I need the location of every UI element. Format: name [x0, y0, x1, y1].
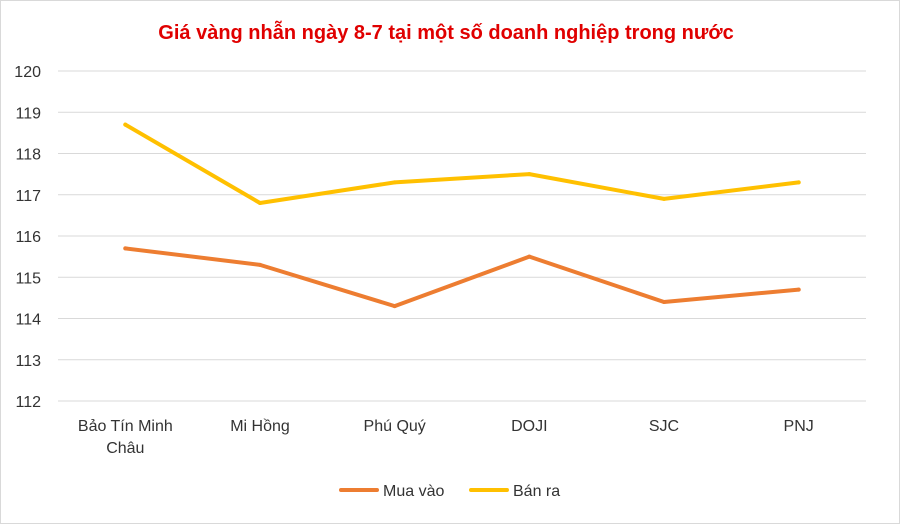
y-tick-label: 112 [15, 394, 41, 411]
legend-label: Bán ra [513, 483, 560, 500]
data-point [258, 201, 262, 205]
y-tick-label: 115 [15, 270, 41, 287]
data-point [662, 196, 666, 201]
gridlines [58, 70, 866, 402]
data-point [796, 287, 801, 292]
data-point [123, 122, 128, 127]
x-tick-label: Bảo Tín Minh Châu [78, 418, 173, 457]
legend: Mua vào Bán ra [339, 483, 560, 500]
data-point [796, 180, 801, 185]
series-lines [123, 122, 801, 309]
series-line [123, 246, 801, 309]
y-tick-label: 116 [15, 229, 41, 246]
x-tick-label: PNJ [784, 418, 814, 435]
x-tick-label: Phú Quý [364, 418, 426, 435]
data-point [527, 172, 532, 177]
y-tick-label: 118 [15, 147, 41, 164]
y-tick-label: 117 [15, 188, 41, 205]
data-point [392, 304, 397, 309]
y-tick-label: 113 [15, 353, 41, 370]
data-point [527, 254, 532, 259]
data-point [392, 180, 397, 185]
data-point [258, 262, 262, 267]
series-line [123, 122, 801, 205]
legend-label: Mua vào [383, 483, 444, 500]
y-tick-label: 119 [15, 105, 41, 122]
x-tick-label: DOJI [511, 418, 547, 435]
data-point [662, 300, 666, 304]
chart-title: Giá vàng nhẫn ngày 8-7 tại một số doanh … [158, 20, 733, 44]
y-axis-ticks: 120 119 118 117 116 115 114 113 112 [14, 64, 41, 411]
y-tick-label: 114 [15, 312, 41, 329]
x-tick-label: Mi Hồng [230, 418, 290, 435]
x-axis-ticks: Bảo Tín Minh Châu Mi Hồng Phú Quý DOJI SJC PNJ [78, 418, 814, 457]
data-point [123, 246, 128, 251]
y-tick-label: 120 [14, 64, 41, 81]
x-tick-label: SJC [649, 418, 679, 435]
